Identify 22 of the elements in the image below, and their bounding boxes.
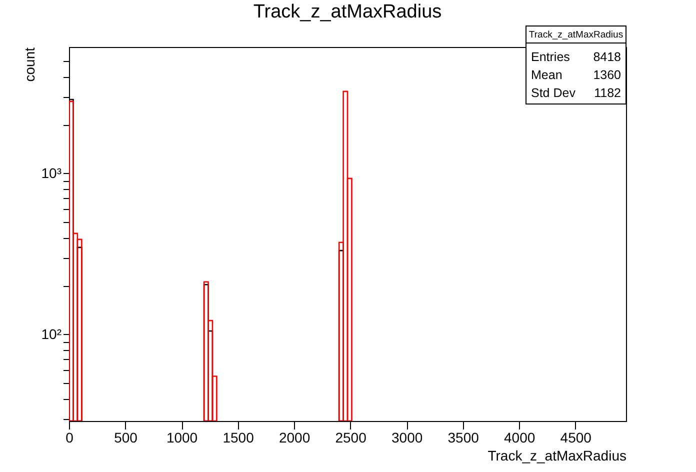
y-tick-label: 10² <box>41 326 62 342</box>
x-tick-label: 1000 <box>166 430 198 446</box>
annotation: Entries <box>531 50 570 64</box>
y-axis-title: count <box>21 47 38 82</box>
annotation: Std Dev <box>531 86 576 100</box>
x-tick-label: 500 <box>114 430 138 446</box>
annotation: 1182 <box>594 86 622 100</box>
x-tick-label: 4500 <box>560 430 592 446</box>
text: Track_z_atMaxRadius <box>528 30 624 40</box>
x-tick-label: 3000 <box>392 430 423 446</box>
annotation: 1360 <box>593 68 622 82</box>
x-tick-label: 2500 <box>335 430 367 446</box>
x-tick-label: 1500 <box>222 430 254 446</box>
x-axis-title: Track_z_atMaxRadius <box>488 448 626 464</box>
annotation: Mean <box>531 68 562 82</box>
x-tick-label: 3500 <box>448 430 480 446</box>
x-tick-label: 4000 <box>504 430 536 446</box>
y-tick-label: 10³ <box>41 164 62 181</box>
x-tick-label: 0 <box>66 430 74 446</box>
x-tick-label: 2000 <box>278 430 310 446</box>
annotation: 8418 <box>593 50 622 64</box>
chart-title: Track_z_atMaxRadius <box>253 2 442 22</box>
